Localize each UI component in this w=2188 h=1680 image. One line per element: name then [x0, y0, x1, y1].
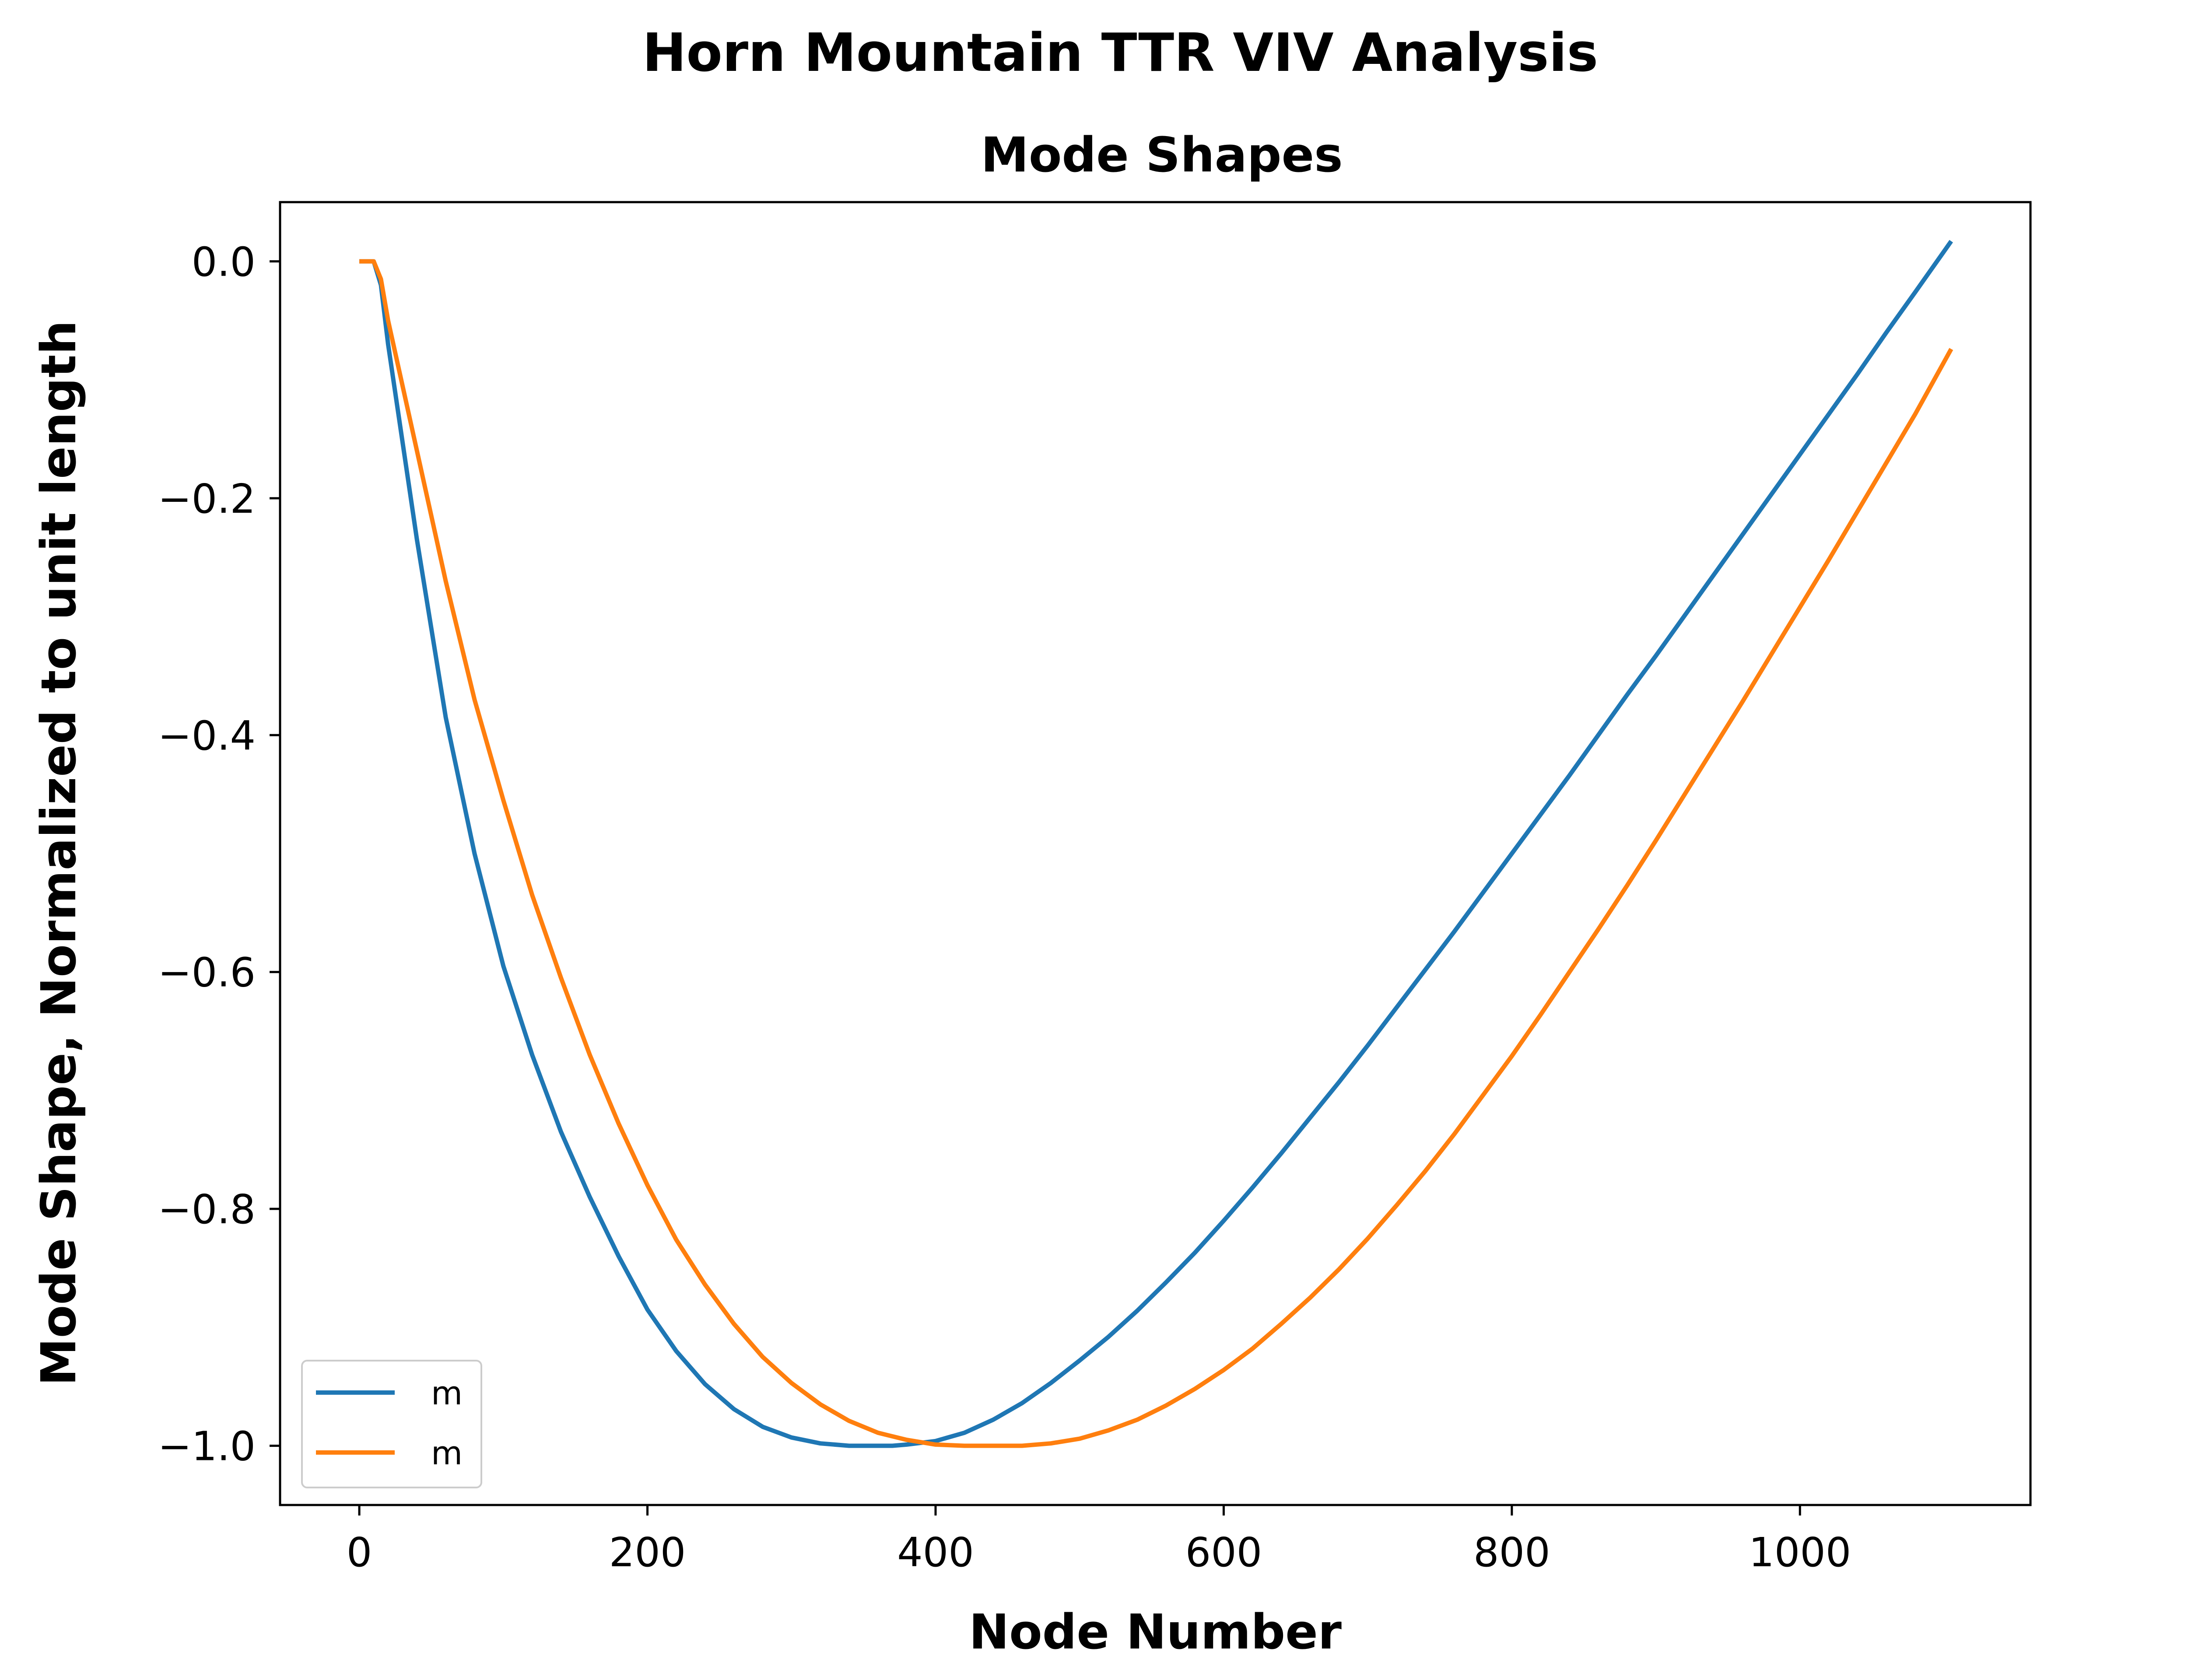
chart-title: Horn Mountain TTR VIV Analysis — [642, 23, 1598, 84]
y-axis: 0.0 −0.2 −0.4 −0.6 −0.8 −1.0 — [158, 238, 280, 1470]
y-tick-label: −0.2 — [158, 476, 256, 522]
series-line-2 — [359, 259, 1953, 1448]
legend-label-series-1: m — [431, 1375, 463, 1412]
series-layer — [359, 240, 1953, 1448]
y-tick-label: −0.8 — [158, 1186, 256, 1233]
y-tick-label: −1.0 — [158, 1423, 256, 1470]
chart-subtitle: Mode Shapes — [981, 127, 1343, 183]
y-tick-label: 0.0 — [192, 238, 256, 285]
plot-area — [359, 240, 1953, 1448]
x-tick-label: 1000 — [1749, 1529, 1851, 1576]
y-tick-label: −0.4 — [158, 712, 256, 759]
x-tick-label: 400 — [897, 1529, 974, 1576]
series-line-1 — [359, 240, 1953, 1448]
x-tick-label: 200 — [609, 1529, 686, 1576]
legend-label-series-2: m — [431, 1435, 463, 1472]
x-axis: 0 200 400 600 800 1000 — [347, 1505, 1851, 1576]
plot-frame — [279, 201, 2032, 1506]
y-axis-label: Mode Shape, Normalized to unit length — [31, 320, 87, 1386]
x-axis-label: Node Number — [969, 1604, 1342, 1660]
x-tick-label: 0 — [347, 1529, 372, 1576]
legend: m m — [301, 1360, 482, 1488]
x-tick-label: 800 — [1473, 1529, 1550, 1576]
y-tick-label: −0.6 — [158, 949, 256, 996]
x-tick-label: 600 — [1185, 1529, 1262, 1576]
